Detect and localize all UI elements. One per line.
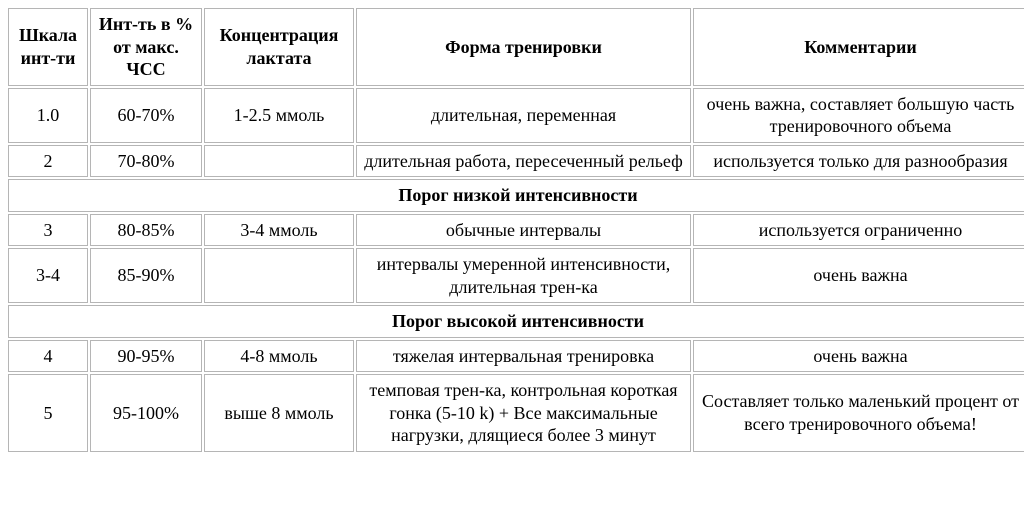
cell-pct-hr: 70-80%	[90, 145, 202, 178]
section-label: Порог высокой интенсивности	[8, 305, 1024, 338]
cell-lactate: 1-2.5 ммоль	[204, 88, 354, 143]
header-scale: Шкала инт-ти	[8, 8, 88, 86]
cell-comment: используется ограниченно	[693, 214, 1024, 247]
header-form: Форма тренировки	[356, 8, 691, 86]
table-row: 2 70-80% длительная работа, пересеченный…	[8, 145, 1024, 178]
section-row-low-threshold: Порог низкой интенсивности	[8, 179, 1024, 212]
cell-scale: 1.0	[8, 88, 88, 143]
header-lactate: Концентрация лактата	[204, 8, 354, 86]
cell-lactate: 3-4 ммоль	[204, 214, 354, 247]
cell-comment: очень важна, составляет большую часть тр…	[693, 88, 1024, 143]
cell-form: длительная, переменная	[356, 88, 691, 143]
section-label: Порог низкой интенсивности	[8, 179, 1024, 212]
cell-scale: 2	[8, 145, 88, 178]
cell-scale: 3-4	[8, 248, 88, 303]
header-comment: Комментарии	[693, 8, 1024, 86]
cell-pct-hr: 60-70%	[90, 88, 202, 143]
cell-scale: 5	[8, 374, 88, 452]
table-row: 4 90-95% 4-8 ммоль тяжелая интервальная …	[8, 340, 1024, 373]
cell-pct-hr: 95-100%	[90, 374, 202, 452]
cell-pct-hr: 85-90%	[90, 248, 202, 303]
intensity-table: Шкала инт-ти Инт-ть в % от макс. ЧСС Кон…	[6, 6, 1024, 454]
cell-form: темповая трен-ка, контрольная короткая г…	[356, 374, 691, 452]
cell-form: обычные интервалы	[356, 214, 691, 247]
cell-lactate: выше 8 ммоль	[204, 374, 354, 452]
cell-comment: используется только для разнообразия	[693, 145, 1024, 178]
cell-lactate	[204, 248, 354, 303]
table-row: 5 95-100% выше 8 ммоль темповая трен-ка,…	[8, 374, 1024, 452]
cell-form: тяжелая интервальная тренировка	[356, 340, 691, 373]
cell-comment: очень важна	[693, 340, 1024, 373]
cell-scale: 4	[8, 340, 88, 373]
table-row: 3 80-85% 3-4 ммоль обычные интервалы исп…	[8, 214, 1024, 247]
cell-scale: 3	[8, 214, 88, 247]
table-row: 1.0 60-70% 1-2.5 ммоль длительная, перем…	[8, 88, 1024, 143]
cell-lactate	[204, 145, 354, 178]
cell-comment: Составляет только маленький процент от в…	[693, 374, 1024, 452]
table-header-row: Шкала инт-ти Инт-ть в % от макс. ЧСС Кон…	[8, 8, 1024, 86]
cell-form: длительная работа, пересеченный рельеф	[356, 145, 691, 178]
cell-lactate: 4-8 ммоль	[204, 340, 354, 373]
section-row-high-threshold: Порог высокой интенсивности	[8, 305, 1024, 338]
cell-comment: очень важна	[693, 248, 1024, 303]
cell-pct-hr: 90-95%	[90, 340, 202, 373]
cell-pct-hr: 80-85%	[90, 214, 202, 247]
cell-form: интервалы умеренной интенсивности, длите…	[356, 248, 691, 303]
header-pct-hr: Инт-ть в % от макс. ЧСС	[90, 8, 202, 86]
table-row: 3-4 85-90% интервалы умеренной интенсивн…	[8, 248, 1024, 303]
